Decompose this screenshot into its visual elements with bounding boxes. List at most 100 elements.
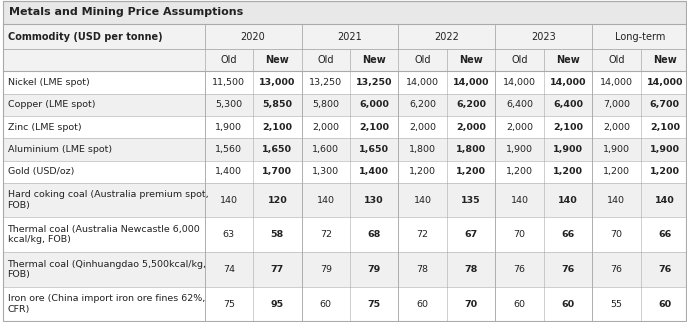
Text: 140: 140: [655, 196, 675, 205]
Text: Old: Old: [511, 55, 528, 65]
Text: Metals and Mining Price Assumptions: Metals and Mining Price Assumptions: [9, 7, 243, 17]
Text: 79: 79: [368, 265, 381, 274]
Bar: [3, 71, 686, 93]
Text: 58: 58: [271, 230, 284, 239]
Text: FOB): FOB): [8, 270, 30, 279]
Text: 1,900: 1,900: [553, 145, 583, 154]
Bar: [3, 183, 686, 217]
Text: Thermal coal (Qinhuangdao 5,500kcal/kg,: Thermal coal (Qinhuangdao 5,500kcal/kg,: [8, 260, 207, 269]
Text: 1,200: 1,200: [456, 167, 486, 176]
Text: 67: 67: [464, 230, 477, 239]
Text: 5,850: 5,850: [262, 100, 293, 109]
Text: 76: 76: [610, 265, 622, 274]
Bar: [3, 93, 686, 116]
Text: 60: 60: [416, 299, 429, 308]
Text: 1,650: 1,650: [359, 145, 390, 154]
Text: Thermal coal (Australia Newcastle 6,000: Thermal coal (Australia Newcastle 6,000: [8, 225, 201, 234]
Bar: [3, 138, 686, 161]
Text: 1,400: 1,400: [216, 167, 243, 176]
Text: 79: 79: [319, 265, 332, 274]
Text: 2,100: 2,100: [359, 123, 390, 132]
Text: 78: 78: [416, 265, 429, 274]
Bar: [3, 24, 686, 49]
Text: New: New: [459, 55, 483, 65]
Text: Copper (LME spot): Copper (LME spot): [8, 100, 95, 109]
Text: Long-term: Long-term: [616, 32, 666, 42]
Text: Old: Old: [221, 55, 237, 65]
Text: 2020: 2020: [240, 32, 265, 42]
Text: 1,200: 1,200: [553, 167, 583, 176]
Text: FOB): FOB): [8, 201, 30, 210]
Text: 2,100: 2,100: [553, 123, 583, 132]
Text: 6,200: 6,200: [409, 100, 436, 109]
Text: 1,200: 1,200: [603, 167, 630, 176]
Text: Zinc (LME spot): Zinc (LME spot): [8, 123, 81, 132]
Text: 2,100: 2,100: [262, 123, 293, 132]
Bar: [3, 217, 686, 252]
Text: 75: 75: [223, 299, 235, 308]
Text: 5,300: 5,300: [215, 100, 243, 109]
Text: 1,800: 1,800: [456, 145, 486, 154]
Text: 14,000: 14,000: [600, 78, 633, 87]
Text: Old: Old: [414, 55, 431, 65]
Text: Aluminium (LME spot): Aluminium (LME spot): [8, 145, 112, 154]
Text: 13,250: 13,250: [309, 78, 342, 87]
Text: 14,000: 14,000: [406, 78, 439, 87]
Text: 140: 140: [558, 196, 578, 205]
Text: 14,000: 14,000: [453, 78, 489, 87]
Text: 2,000: 2,000: [456, 123, 486, 132]
Text: 1,200: 1,200: [650, 167, 680, 176]
Text: Commodity (USD per tonne): Commodity (USD per tonne): [8, 32, 162, 42]
Text: 72: 72: [319, 230, 332, 239]
Text: 95: 95: [271, 299, 284, 308]
Text: 76: 76: [513, 265, 526, 274]
Text: Hard coking coal (Australia premium spot,: Hard coking coal (Australia premium spot…: [8, 191, 208, 200]
Text: 13,000: 13,000: [259, 78, 295, 87]
Text: 6,400: 6,400: [553, 100, 583, 109]
Text: 140: 140: [510, 196, 528, 205]
Text: 70: 70: [464, 299, 477, 308]
Text: 1,900: 1,900: [216, 123, 243, 132]
Text: 1,600: 1,600: [313, 145, 339, 154]
Text: 120: 120: [267, 196, 287, 205]
Text: 60: 60: [561, 299, 574, 308]
Text: 130: 130: [364, 196, 384, 205]
Text: 77: 77: [271, 265, 284, 274]
Text: 1,560: 1,560: [216, 145, 243, 154]
Text: New: New: [265, 55, 289, 65]
Text: 2021: 2021: [337, 32, 362, 42]
Text: 76: 76: [658, 265, 671, 274]
Text: 5,800: 5,800: [313, 100, 339, 109]
Text: 7,000: 7,000: [603, 100, 630, 109]
Text: 140: 140: [317, 196, 335, 205]
Text: 2,000: 2,000: [409, 123, 436, 132]
Text: 13,250: 13,250: [356, 78, 392, 87]
Text: 76: 76: [561, 265, 574, 274]
Text: Old: Old: [317, 55, 334, 65]
Text: 66: 66: [658, 230, 671, 239]
Text: 60: 60: [513, 299, 526, 308]
Text: 14,000: 14,000: [550, 78, 586, 87]
Text: Iron ore (China import iron ore fines 62%,: Iron ore (China import iron ore fines 62…: [8, 294, 205, 303]
Text: 55: 55: [610, 299, 622, 308]
Text: 70: 70: [610, 230, 622, 239]
Text: 60: 60: [319, 299, 332, 308]
Text: 140: 140: [607, 196, 625, 205]
Text: 2,000: 2,000: [603, 123, 630, 132]
Text: Old: Old: [608, 55, 624, 65]
Text: 1,200: 1,200: [506, 167, 533, 176]
Text: 140: 140: [414, 196, 431, 205]
Text: 140: 140: [220, 196, 238, 205]
Text: 6,700: 6,700: [650, 100, 680, 109]
Text: 135: 135: [461, 196, 481, 205]
Text: 66: 66: [561, 230, 574, 239]
Text: 70: 70: [513, 230, 526, 239]
Text: 74: 74: [223, 265, 235, 274]
Bar: [3, 287, 686, 321]
Text: 14,000: 14,000: [503, 78, 536, 87]
Text: kcal/kg, FOB): kcal/kg, FOB): [8, 235, 71, 244]
Text: 2,000: 2,000: [313, 123, 339, 132]
Text: 1,650: 1,650: [262, 145, 293, 154]
Text: 75: 75: [368, 299, 381, 308]
Text: New: New: [556, 55, 580, 65]
